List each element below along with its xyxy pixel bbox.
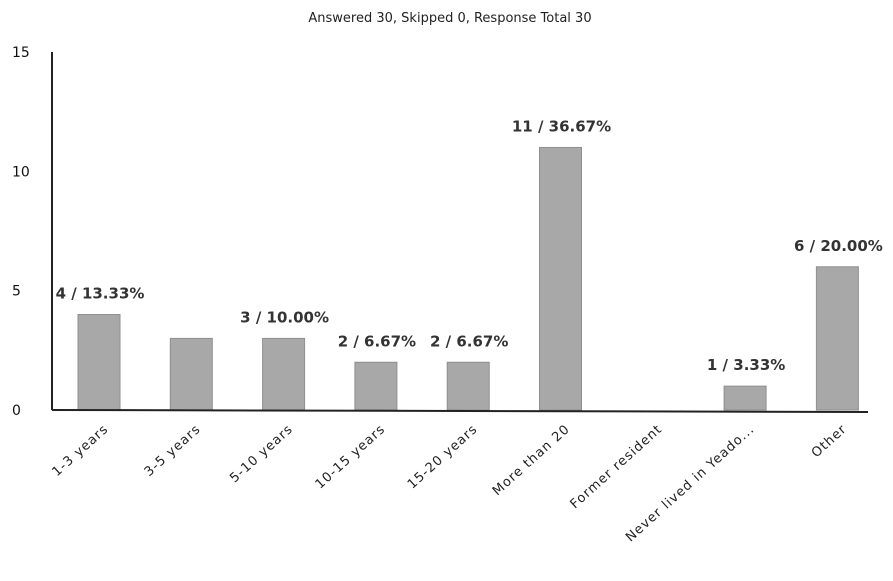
data-label: 2 / 6.67% [338, 332, 416, 350]
bars [77, 146, 859, 411]
bar [446, 361, 490, 411]
bar [262, 337, 306, 411]
x-tick-label: 5-10 years [227, 422, 296, 486]
data-label: 11 / 36.67% [512, 117, 611, 135]
bar [539, 146, 582, 411]
x-tick-label: 1-3 years [50, 422, 112, 480]
y-tick-label: 5 [12, 284, 21, 300]
x-tick-label: 15-20 years [405, 422, 481, 492]
x-tick-label: Other [809, 422, 850, 461]
bar [815, 266, 859, 411]
y-tick-label: 15 [12, 45, 30, 61]
x-tick-label: More than 20 [490, 422, 573, 499]
data-label: 1 / 3.33% [707, 356, 785, 374]
data-label: 2 / 6.67% [430, 332, 508, 350]
data-labels: 4 / 13.33% 3 / 10.00% 2 / 6.67% 2 / 6.67% 11… [56, 117, 883, 374]
x-tick-label: 10-15 years [313, 422, 389, 492]
bar [354, 361, 398, 411]
x-tick-label: 3-5 years [142, 422, 204, 480]
data-label: 4 / 13.33% [56, 285, 145, 303]
y-axis-ticks: 0 5 10 15 [12, 45, 30, 419]
bar [77, 314, 121, 411]
bar [723, 385, 767, 411]
x-axis-line [51, 409, 869, 413]
y-tick-label: 10 [12, 164, 30, 180]
x-axis-ticks: 1-3 years 3-5 years 5-10 years 10-15 years 1… [50, 422, 851, 545]
bar [169, 337, 213, 411]
data-label: 6 / 20.00% [794, 237, 883, 255]
x-tick-label: Former resident [568, 422, 666, 512]
y-tick-label: 0 [12, 403, 21, 419]
chart-title: Answered 30, Skipped 0, Response Total 3… [308, 11, 591, 26]
data-label: 3 / 10.00% [240, 308, 329, 326]
